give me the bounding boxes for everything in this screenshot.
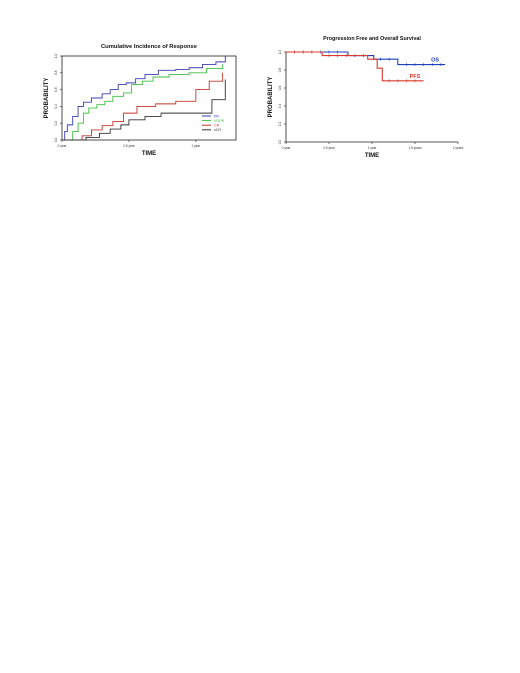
y-tick-label: 0.4 — [278, 104, 282, 109]
legend-label: sCR — [214, 128, 221, 132]
x-tick-label: 1.5 years — [408, 146, 422, 150]
x-tick-label: 0.5 year — [123, 144, 135, 148]
y-tick-label: 0.4 — [54, 104, 58, 109]
x-tick-label: 0 year — [58, 144, 68, 148]
legend-label: VGPR — [214, 119, 225, 123]
y-tick-label: 1.0 — [54, 54, 58, 59]
cumulative-incidence-chart: Cumulative Incidence of Response 0.0 0.2 0.… — [28, 34, 248, 164]
x-tick-label: 1 year — [191, 144, 201, 148]
series-line-scr — [62, 79, 226, 141]
chart-title: Cumulative Incidence of Response — [101, 44, 198, 50]
cumulative-incidence-svg: Cumulative Incidence of Response 0.0 0.2 0.… — [44, 44, 237, 157]
x-axis-label: TIME — [365, 153, 379, 159]
legend-label: PR — [214, 114, 219, 118]
y-tick-label: 0.6 — [278, 86, 282, 91]
x-tick-label: 0.5 year — [323, 146, 335, 150]
y-tick-label: 0.2 — [54, 121, 58, 126]
y-tick-label: 0.8 — [54, 70, 58, 75]
x-axis-label: TIME — [142, 151, 156, 157]
y-tick-label: 0.2 — [278, 122, 282, 127]
x-tick-label: 1 year — [368, 146, 378, 150]
series-line-cr — [62, 72, 224, 141]
series-label-pfs: PFS — [410, 74, 421, 80]
x-tick-label: 2 years — [453, 146, 464, 150]
survival-chart: Progression Free and Overall Survival 0.0… — [266, 30, 490, 162]
y-tick-label: 0.6 — [54, 87, 58, 92]
y-tick-label: 0.0 — [54, 138, 58, 143]
y-tick-label: 0.8 — [278, 68, 282, 73]
series-line-pr — [62, 56, 226, 141]
y-tick-label: 0.0 — [278, 140, 282, 145]
series-line-pfs — [286, 51, 424, 82]
x-tick-label: 0 year — [282, 146, 292, 150]
y-axis-label: PROBABILITY — [44, 78, 50, 119]
survival-svg: Progression Free and Overall Survival 0.0… — [268, 36, 464, 159]
legend-label: CR — [214, 124, 220, 128]
y-tick-label: 1.0 — [278, 50, 282, 55]
series-line-vgpr — [62, 64, 224, 141]
plot-frame — [61, 55, 237, 141]
series-line-os — [286, 51, 446, 66]
chart-title: Progression Free and Overall Survival — [323, 36, 421, 42]
y-axis-label: PROBABILITY — [268, 77, 274, 118]
series-label-os: OS — [431, 58, 439, 64]
